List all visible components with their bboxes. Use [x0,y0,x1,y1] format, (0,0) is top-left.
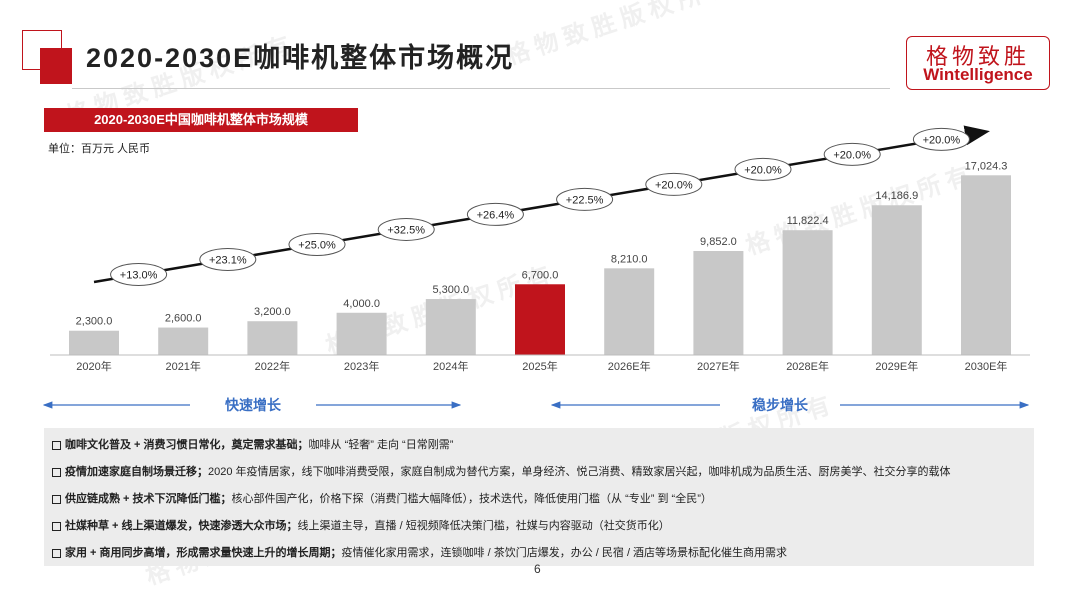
x-tick-label: 2030E年 [965,359,1008,373]
growth-rate-bubble [734,157,792,181]
bar-value-label: 2,300.0 [76,316,113,328]
bar-value-label: 14,186.9 [875,190,918,202]
x-tick-label: 2025年 [522,359,557,373]
bar [247,321,298,355]
bar-value-label: 17,024.3 [965,160,1008,172]
page-number: 6 [534,562,541,576]
growth-rate-bubble [556,187,614,211]
insight-text: 核心部件国产化，价格下探（消费门槛大幅降低），技术迭代，降低使用门槛（从 “专业… [231,493,712,505]
x-tick-label: 2023年 [344,359,379,373]
bar [871,205,922,355]
insight-bullet: 疫情加速家庭自制场景迁移；2020 年疫情居家，线下咖啡消费受限，家庭自制成为替… [52,463,951,479]
x-tick-label: 2027E年 [697,359,740,373]
bar [782,230,833,355]
market-size-chart: 2,300.0 2020年 2,600.0 2021年 3,200.0 2022年 4,00… [42,125,1030,413]
growth-rate-bubble [466,202,524,226]
stage-label: 快速增长 [225,397,282,413]
bar-value-label: 4,000.0 [343,298,380,310]
bar-value-label: 5,300.0 [432,284,469,296]
growth-rate-label: +20.0% [833,149,871,161]
growth-rate-label: +13.0% [120,269,158,281]
growth-rate-bubble [823,142,881,166]
bar-value-label: 11,822.4 [787,215,829,227]
x-tick-label: 2020年 [76,359,111,373]
growth-rate-bubble [912,127,970,151]
logo-english: Wintelligence [923,65,1033,84]
bar-value-label: 6,700.0 [522,269,559,281]
checkbox-square-icon [52,440,61,450]
x-tick-label: 2028E年 [786,359,829,373]
growth-rate-bubble [377,217,435,241]
chart-subtitle: 2020-2030E中国咖啡机整体市场规模 [44,108,358,132]
insight-text: 线上渠道主导，直播 / 短视频降低决策门槛，社媒与内容驱动（社交货币化） [297,520,670,532]
growth-rate-label: +23.1% [209,254,247,266]
growth-rate-label: +32.5% [387,224,425,236]
page-title: 2020-2030E咖啡机整体市场概况 [86,43,515,73]
x-tick-label: 2024年 [433,359,468,373]
logo-chinese: 格物致胜 [925,45,1030,70]
growth-rate-label: +26.4% [477,209,515,221]
bar-value-label: 9,852.0 [700,236,737,248]
insight-heading: 社媒种草 + 线上渠道爆发，快速渗透大众市场； [65,520,298,532]
growth-rate-bubble [110,262,168,286]
insight-bullet: 家用 + 商用同步高增，形成需求量快速上升的增长周期；疫情催化家用需求，连锁咖啡… [52,544,787,560]
x-tick-label: 2022年 [255,359,290,373]
bar [336,312,387,355]
x-tick-label: 2029E年 [875,359,918,373]
bar [604,268,655,355]
unit-label: 单位：百万元 人民币 [48,143,151,155]
checkbox-square-icon [52,521,61,531]
insight-text: 咖啡从 “轻奢” 走向 “日常刚需” [308,439,454,451]
growth-rate-label: +20.0% [744,164,782,176]
stage-label: 稳步增长 [752,397,809,413]
insight-text: 2020 年疫情居家，线下咖啡消费受限，家庭自制成为替代方案，单身经济、悦己消费… [208,466,951,478]
insight-heading: 咖啡文化普及 + 消费习惯日常化，奠定需求基础； [65,439,309,451]
bar [961,175,1011,355]
growth-rate-label: +20.0% [655,179,693,191]
insight-bullet: 社媒种草 + 线上渠道爆发，快速渗透大众市场；线上渠道主导，直播 / 短视频降低… [52,517,670,533]
checkbox-square-icon [52,494,61,504]
insight-bullet: 供应链成熟 + 技术下沉降低门槛；核心部件国产化，价格下探（消费门槛大幅降低），… [52,490,712,506]
checkbox-square-icon [52,548,61,558]
bar-value-label: 8,210.0 [611,253,648,265]
bar-value-label: 3,200.0 [254,306,291,318]
bar [69,330,119,355]
growth-rate-label: +22.5% [566,194,604,206]
growth-rate-bubble [199,247,257,271]
bar [425,299,476,355]
title-divider [72,88,890,89]
insight-heading: 供应链成熟 + 技术下沉降低门槛； [65,493,232,505]
insight-text: 疫情催化家用需求，连锁咖啡 / 茶饮门店爆发，办公 / 民宿 / 酒店等场景标配… [341,547,788,559]
growth-rate-label: +20.0% [923,134,961,146]
insight-heading: 疫情加速家庭自制场景迁移； [65,466,208,478]
insight-heading: 家用 + 商用同步高增，形成需求量快速上升的增长周期； [65,547,342,559]
bar [515,284,565,355]
bar-value-label: 2,600.0 [165,313,202,325]
brand-logo: 格物致胜 Wintelligence [906,36,1050,90]
growth-rate-bubble [288,232,346,256]
x-tick-label: 2021年 [165,359,200,373]
insight-bullet: 咖啡文化普及 + 消费习惯日常化，奠定需求基础；咖啡从 “轻奢” 走向 “日常刚… [52,436,453,452]
growth-rate-label: +25.0% [298,239,336,251]
title-deco-block [40,48,72,84]
bar [158,327,209,355]
bar [693,251,744,355]
x-tick-label: 2026E年 [608,359,651,373]
insights-panel: 咖啡文化普及 + 消费习惯日常化，奠定需求基础；咖啡从 “轻奢” 走向 “日常刚… [44,428,1034,566]
checkbox-square-icon [52,467,61,477]
growth-rate-bubble [645,172,703,196]
